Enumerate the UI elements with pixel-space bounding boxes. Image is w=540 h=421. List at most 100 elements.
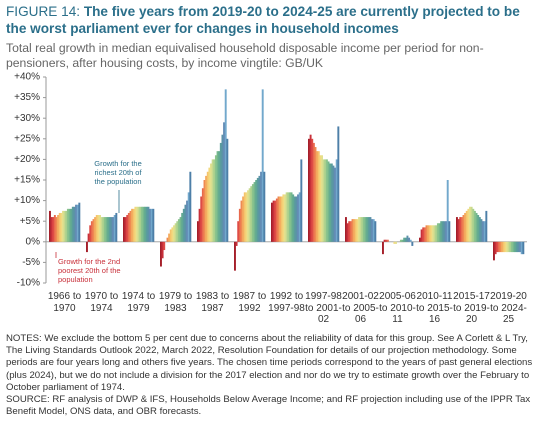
bar bbox=[515, 241, 518, 253]
bar bbox=[514, 241, 517, 253]
bar bbox=[136, 206, 138, 242]
bar bbox=[73, 206, 76, 242]
bar bbox=[271, 202, 273, 242]
annotation: Growth for the richest 20th of the populat… bbox=[94, 159, 142, 186]
bar bbox=[78, 202, 81, 242]
bar bbox=[250, 186, 253, 242]
bar bbox=[95, 215, 98, 242]
bar bbox=[92, 219, 95, 242]
bar bbox=[163, 241, 166, 251]
bar bbox=[189, 171, 192, 242]
x-tick-label: 1983 to 1987 bbox=[195, 291, 230, 314]
y-tick-label: 0% bbox=[26, 236, 41, 247]
bar bbox=[127, 212, 130, 242]
bar bbox=[345, 217, 347, 242]
bar bbox=[383, 239, 386, 242]
bar bbox=[507, 241, 510, 253]
notes-block: NOTES: We exclude the bottom 5 per cent … bbox=[6, 333, 536, 418]
bar bbox=[238, 208, 241, 242]
bar bbox=[325, 159, 328, 242]
y-tick-label: +5% bbox=[20, 216, 40, 227]
bar bbox=[186, 200, 189, 242]
y-tick-label: +40% bbox=[14, 72, 40, 83]
bar bbox=[501, 241, 504, 253]
bar bbox=[160, 241, 162, 267]
bar bbox=[446, 180, 449, 242]
bar bbox=[287, 192, 290, 242]
bar bbox=[200, 196, 203, 242]
bar bbox=[324, 159, 327, 242]
bar bbox=[253, 182, 256, 242]
bar bbox=[57, 215, 60, 242]
annotation-line: population bbox=[58, 275, 93, 284]
bar bbox=[179, 217, 182, 242]
bar bbox=[472, 208, 475, 242]
bar bbox=[366, 217, 369, 242]
bar bbox=[386, 239, 389, 242]
bar bbox=[221, 134, 224, 242]
bar bbox=[62, 210, 64, 242]
bar bbox=[144, 206, 147, 242]
bar bbox=[124, 217, 127, 242]
annotation-line: Growth for the bbox=[94, 159, 142, 168]
bar bbox=[198, 208, 201, 242]
x-tick-label: 2005-06 to 2010-11 bbox=[379, 291, 416, 325]
bar bbox=[443, 221, 446, 242]
bar bbox=[176, 221, 179, 242]
bar bbox=[473, 210, 476, 242]
bar bbox=[256, 177, 259, 242]
bar bbox=[89, 225, 92, 242]
bar bbox=[334, 167, 337, 242]
bar bbox=[258, 175, 261, 242]
bar bbox=[295, 196, 298, 242]
bar bbox=[247, 190, 249, 242]
y-tick-label: +25% bbox=[14, 133, 40, 144]
bar bbox=[285, 192, 288, 242]
bar bbox=[494, 241, 497, 255]
bar bbox=[113, 215, 116, 242]
bar bbox=[216, 151, 219, 242]
notes: NOTES: We exclude the bottom 5 per cent … bbox=[6, 333, 533, 393]
bar bbox=[401, 239, 404, 242]
bar bbox=[50, 217, 53, 242]
annotation-line: richest 20th of bbox=[94, 168, 142, 177]
bar bbox=[63, 210, 66, 242]
bar bbox=[142, 206, 145, 242]
bar bbox=[205, 175, 208, 242]
bar bbox=[149, 208, 152, 242]
bar bbox=[150, 208, 153, 242]
bar bbox=[393, 241, 396, 244]
bar bbox=[385, 239, 388, 242]
bar bbox=[436, 223, 439, 242]
bar bbox=[60, 212, 63, 242]
bar bbox=[428, 225, 431, 242]
bar bbox=[506, 241, 508, 253]
x-tick-label: 1997-98 to 2001-02 bbox=[305, 291, 342, 325]
bar bbox=[354, 219, 357, 242]
bar bbox=[293, 196, 296, 242]
bar bbox=[263, 171, 266, 242]
bar bbox=[433, 225, 436, 242]
bar bbox=[226, 138, 229, 242]
bar bbox=[97, 215, 100, 242]
bar bbox=[509, 241, 512, 253]
bar bbox=[206, 171, 209, 242]
bar bbox=[470, 206, 473, 242]
bar bbox=[475, 212, 478, 242]
bar bbox=[49, 210, 51, 242]
bar bbox=[382, 241, 384, 255]
bar bbox=[210, 163, 212, 242]
annotation: Growth for the 2nd poorest 20th of the pop… bbox=[58, 257, 121, 284]
x-tick-label: 1966 to 1970 bbox=[47, 291, 82, 314]
bar bbox=[100, 217, 103, 242]
bar bbox=[404, 237, 407, 242]
y-tick-label: -10% bbox=[17, 278, 40, 289]
bar bbox=[445, 221, 448, 242]
bar bbox=[435, 225, 438, 242]
bar bbox=[66, 208, 69, 242]
bar bbox=[129, 210, 132, 242]
bar bbox=[115, 212, 118, 242]
bar bbox=[395, 241, 397, 244]
